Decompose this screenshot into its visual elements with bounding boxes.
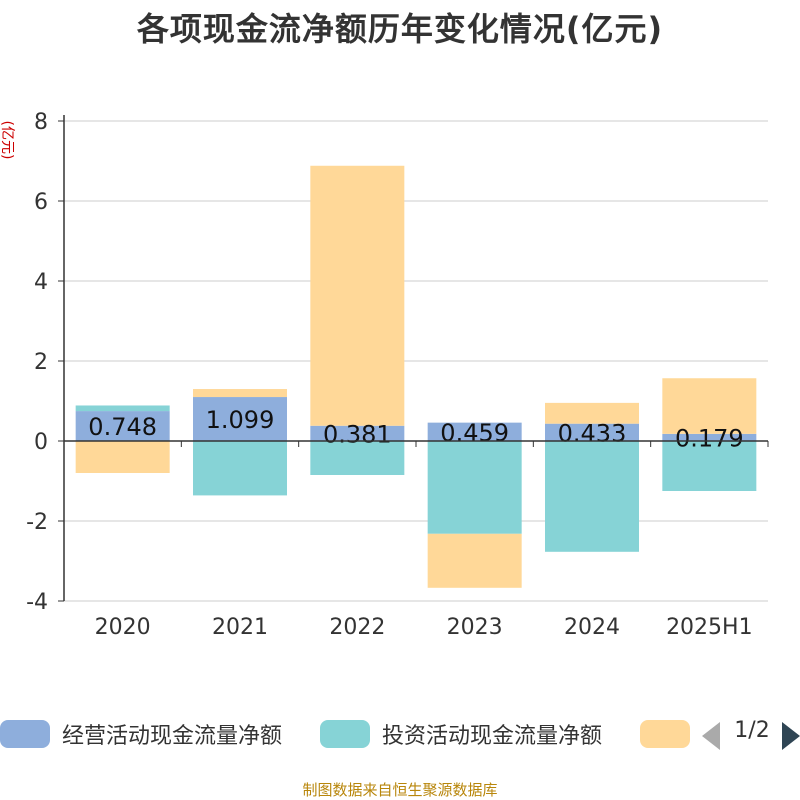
bar-series1-2020 (75, 405, 170, 412)
bar-series1-2022 (310, 441, 405, 475)
legend-label-operating: 经营活动现金流量净额 (62, 724, 283, 749)
legend-label-investing: 投资活动现金流量净额 (382, 724, 603, 749)
y-tick-label: -2 (26, 510, 48, 535)
bar-series2-2022 (310, 165, 405, 426)
y-tick-label: 6 (34, 190, 48, 215)
y-tick-label: 8 (34, 110, 48, 135)
bar-series1-2021 (193, 441, 287, 496)
x-tick-label-2022: 2022 (329, 615, 385, 640)
bar-series2-2023 (427, 533, 522, 588)
bar-series0-2023 (427, 422, 522, 441)
legend-swatch-third-series (640, 720, 690, 748)
bar-series1-2025H1 (662, 441, 757, 491)
x-tick-label-2023: 2023 (447, 615, 503, 640)
bar-series0-2024 (545, 423, 639, 441)
bar-series0-2021 (193, 397, 287, 441)
source-note: 制图数据来自恒生聚源数据库 (302, 781, 498, 799)
legend-swatch-investing (320, 720, 370, 748)
x-tick-label-2025H1: 2025H1 (666, 615, 753, 640)
y-tick-label: -4 (26, 590, 48, 615)
legend-item-third-series[interactable] (640, 714, 690, 754)
data-label-2023: 0.459 (440, 419, 509, 447)
bar-series2-2025H1 (662, 378, 757, 434)
bar-series0-2025H1 (662, 433, 757, 441)
legend-page-indicator: 1/2 (734, 718, 770, 743)
bar-series2-2021 (193, 389, 287, 398)
y-tick-label: 0 (34, 430, 48, 455)
data-label-2025H1: 0.179 (675, 424, 744, 452)
x-tick-label-2020: 2020 (95, 615, 151, 640)
legend-next-page-icon[interactable] (782, 722, 800, 750)
legend-swatch-operating (0, 720, 50, 748)
y-tick-label: 4 (34, 270, 48, 295)
bar-series2-2024 (545, 402, 639, 424)
bar-chart: -4 -2 0 2 4 6 8 0.748 1.099 0.381 0.459 0.433 0.179 2… (26, 110, 769, 640)
data-label-2022: 0.381 (323, 420, 392, 448)
bar-series0-2020 (75, 411, 170, 441)
data-label-2024: 0.433 (558, 419, 627, 447)
x-tick-label-2021: 2021 (212, 615, 268, 640)
legend: 经营活动现金流量净额 投资活动现金流量净额 (0, 714, 800, 754)
y-tick-label: 2 (34, 350, 48, 375)
legend-prev-page-icon[interactable] (702, 722, 720, 750)
bar-series1-2023 (427, 441, 522, 534)
bar-series1-2024 (545, 441, 639, 552)
data-label-2020: 0.748 (88, 413, 157, 441)
chart-title: 各项现金流净额历年变化情况(亿元) (136, 10, 664, 48)
bar-series0-2022 (310, 425, 405, 441)
legend-item-operating[interactable]: 经营活动现金流量净额 (0, 714, 282, 754)
data-label-2021: 1.099 (206, 406, 275, 434)
legend-item-investing[interactable]: 投资活动现金流量净额 (320, 714, 602, 754)
x-tick-label-2024: 2024 (564, 615, 620, 640)
bar-series2-2020 (75, 441, 170, 473)
